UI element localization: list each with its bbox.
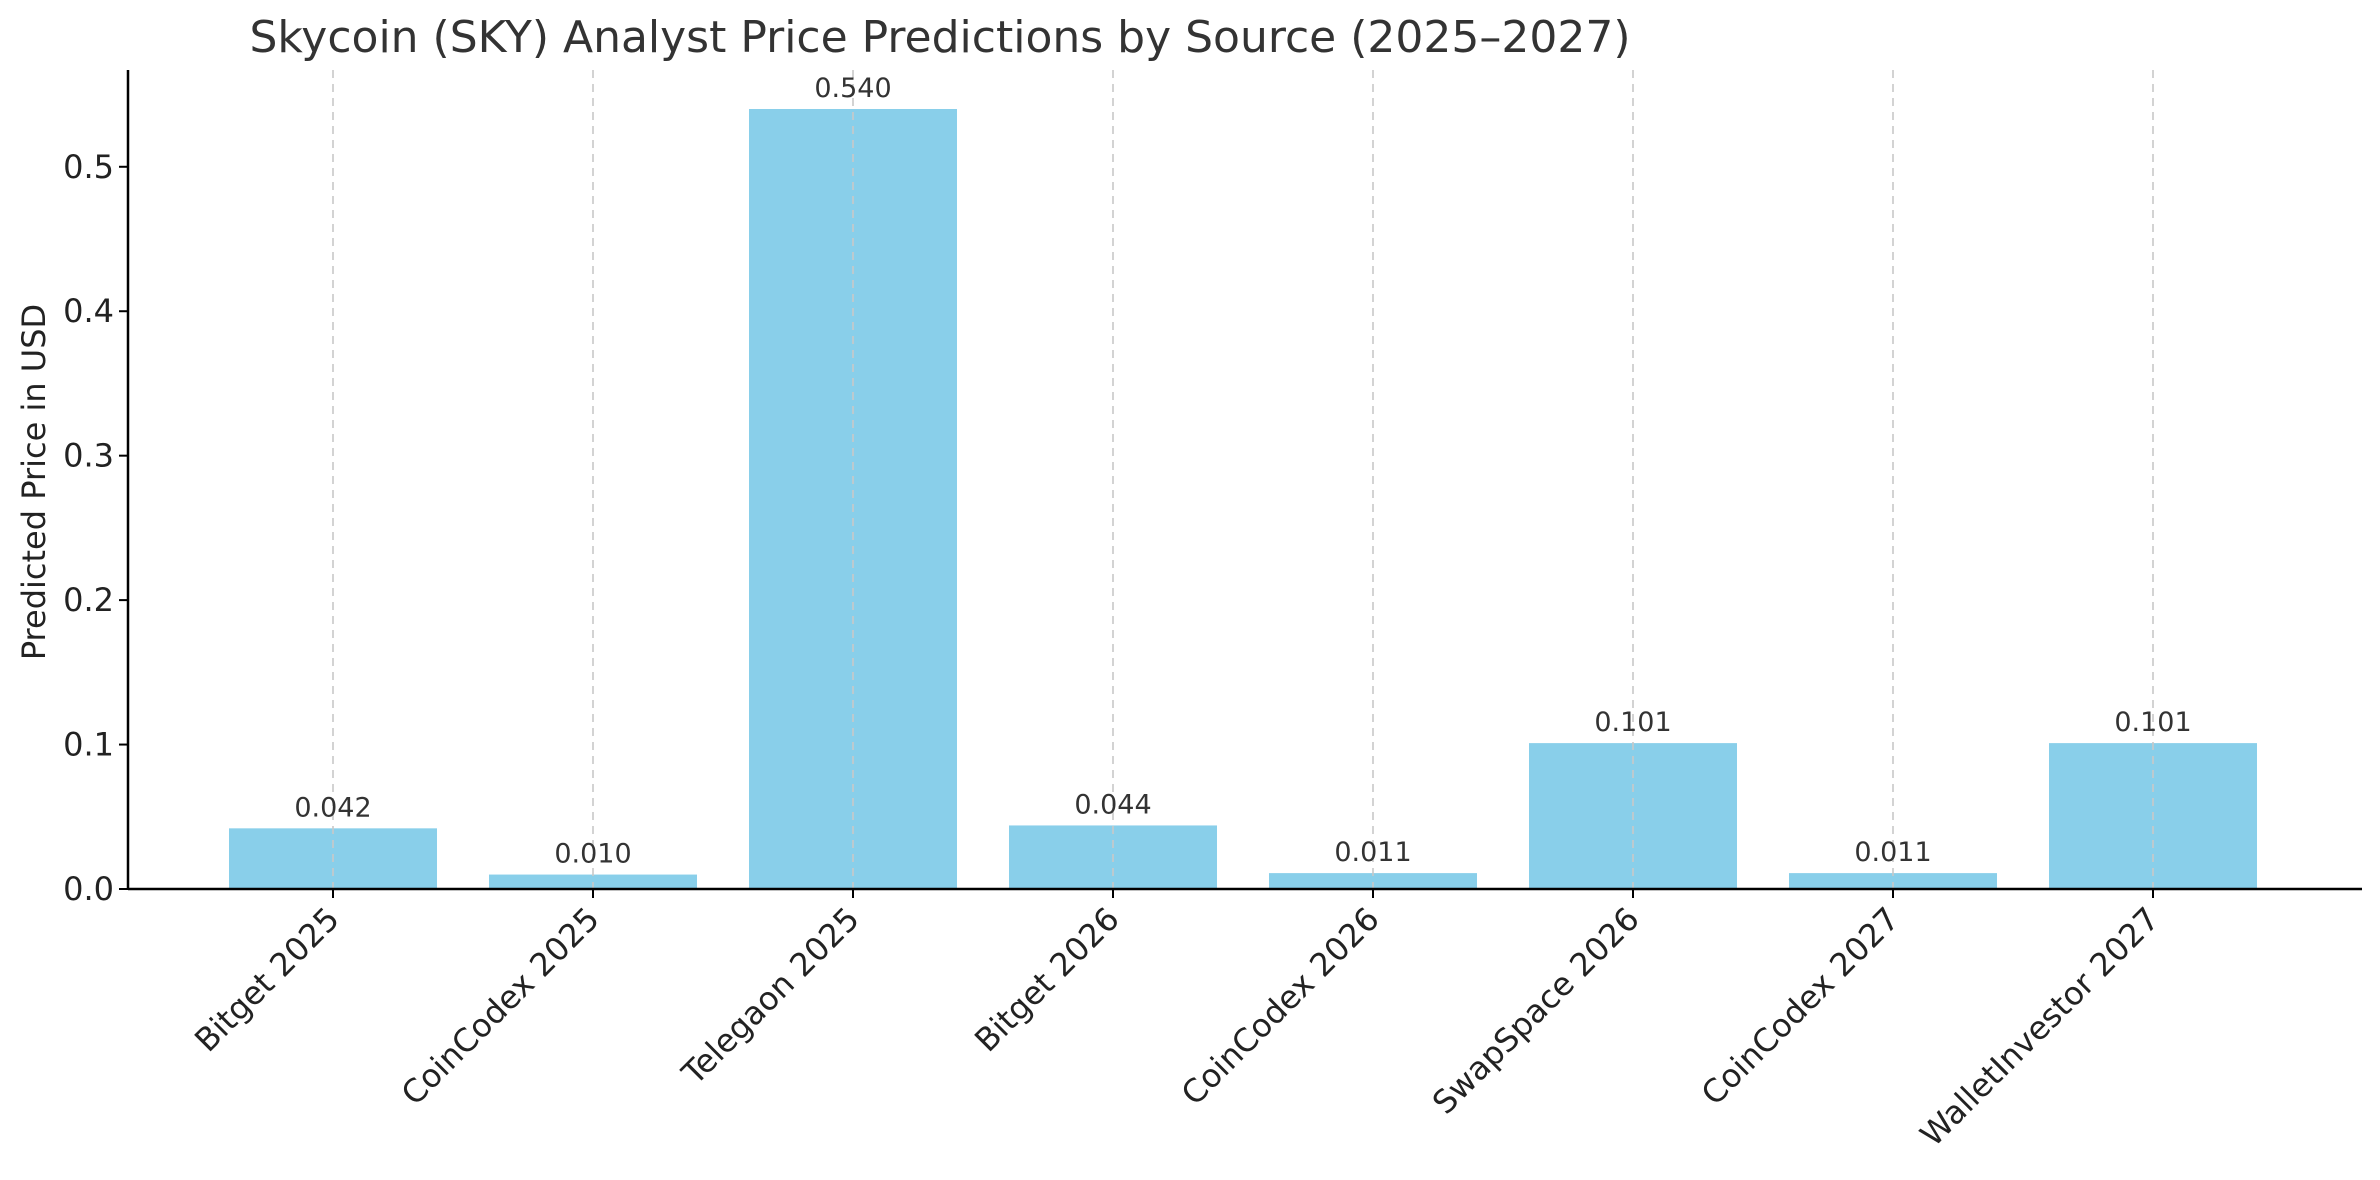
chart-title: Skycoin (SKY) Analyst Price Predictions … [249,12,1630,63]
y-tick-label: 0.3 [63,437,114,475]
x-tick-label: Bitget 2025 [187,900,346,1059]
bar-value-label: 0.010 [554,839,631,870]
bar-value-label: 0.101 [2114,707,2191,738]
y-tick-label: 0.5 [63,148,114,186]
bar-value-label: 0.011 [1334,837,1411,868]
bar [1269,873,1477,889]
y-ticks: 0.0 0.1 0.2 0.3 0.4 0.5 [63,148,128,908]
x-tick-label: WalletInvestor 2027 [1913,900,2167,1154]
x-tick-label: Telegaon 2025 [674,900,867,1093]
x-tick-label: CoinCodex 2027 [1694,900,1907,1113]
bar-value-label: 0.011 [1854,837,1931,868]
x-tick-label: SwapSpace 2026 [1425,900,1647,1122]
x-tick-label: Bitget 2026 [967,900,1126,1059]
bar [489,874,697,889]
bar [1789,873,1997,889]
y-tick-label: 0.1 [63,726,114,764]
bar-value-labels: 0.042 0.010 0.540 0.044 0.011 0.101 0.011 0.101 [294,73,2191,870]
bar-value-label: 0.044 [1074,789,1151,820]
bars [229,109,2257,889]
x-ticks: Bitget 2025 CoinCodex 2025 Telegaon 2025 Bi… [187,889,2167,1154]
bar-value-label: 0.540 [814,73,891,104]
y-tick-label: 0.0 [63,870,114,908]
x-tick-label: CoinCodex 2025 [394,900,607,1113]
y-axis-label: Predicted Price in USD [15,304,53,660]
bar-value-label: 0.042 [294,792,371,823]
bar-value-label: 0.101 [1594,707,1671,738]
y-tick-label: 0.2 [63,581,114,619]
y-tick-label: 0.4 [63,292,114,330]
x-tick-label: CoinCodex 2026 [1174,900,1387,1113]
axes [126,70,2362,891]
